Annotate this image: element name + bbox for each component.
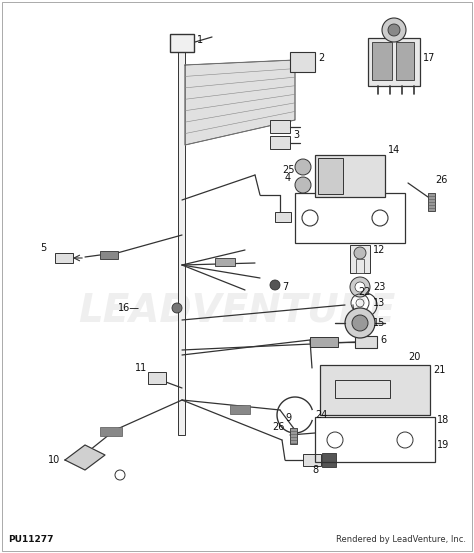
Bar [290,52,315,72]
Text: 12: 12 [373,245,385,255]
Text: LEADVENTURE: LEADVENTURE [78,291,396,329]
Bar [275,212,291,222]
Bar [290,428,297,444]
Bar [356,259,364,273]
Bar [100,251,118,259]
Circle shape [382,18,406,42]
Bar [179,52,185,435]
Bar [320,365,430,415]
Bar [368,38,420,86]
Bar [322,453,336,467]
Text: 1: 1 [197,35,203,45]
Text: 17: 17 [423,53,436,63]
Text: 20: 20 [408,352,420,362]
Text: 24: 24 [315,410,328,420]
Text: 10: 10 [48,455,60,465]
Polygon shape [65,445,105,470]
Bar [396,42,414,80]
Bar [100,427,122,436]
Bar [318,158,343,194]
Text: 7: 7 [282,282,288,292]
Bar [372,42,392,80]
Bar [270,136,290,149]
Bar [148,372,166,384]
Text: 25: 25 [282,165,294,175]
Text: 13: 13 [373,298,385,308]
Text: 19: 19 [437,440,449,450]
Bar [295,193,405,243]
Bar [170,34,194,52]
Text: 23: 23 [373,282,385,292]
Text: 18: 18 [437,415,449,425]
Bar [310,337,338,347]
Text: 8: 8 [312,465,318,475]
Text: 2: 2 [318,53,324,63]
Bar [350,245,370,273]
Circle shape [270,280,280,290]
Text: 26: 26 [435,175,447,185]
Circle shape [350,277,370,297]
Text: 21: 21 [433,365,446,375]
Bar [428,193,435,211]
Text: 5: 5 [40,243,46,253]
Bar [315,417,435,462]
Text: 26: 26 [272,422,284,432]
Circle shape [345,308,375,338]
Bar [303,454,321,466]
Circle shape [295,159,311,175]
Bar [335,380,390,398]
Text: PU11277: PU11277 [8,535,54,545]
Bar [215,258,235,266]
Text: 14: 14 [388,145,400,155]
Circle shape [295,177,311,193]
Bar [315,155,385,197]
Bar [55,253,73,263]
Text: 9: 9 [285,413,291,423]
Bar [230,405,250,414]
Circle shape [354,247,366,259]
Circle shape [388,24,400,36]
Text: 22: 22 [358,287,371,297]
Polygon shape [185,60,295,145]
Text: 4: 4 [285,173,291,183]
Bar [355,336,377,348]
Bar [270,120,290,133]
Text: 6: 6 [380,335,386,345]
Text: 3: 3 [293,130,299,140]
Circle shape [355,282,365,292]
Text: 16—: 16— [118,303,140,313]
Text: 11: 11 [135,363,147,373]
Circle shape [352,315,368,331]
Text: 15: 15 [373,318,385,328]
Circle shape [172,303,182,313]
Text: Rendered by LeadVenture, Inc.: Rendered by LeadVenture, Inc. [336,535,466,545]
